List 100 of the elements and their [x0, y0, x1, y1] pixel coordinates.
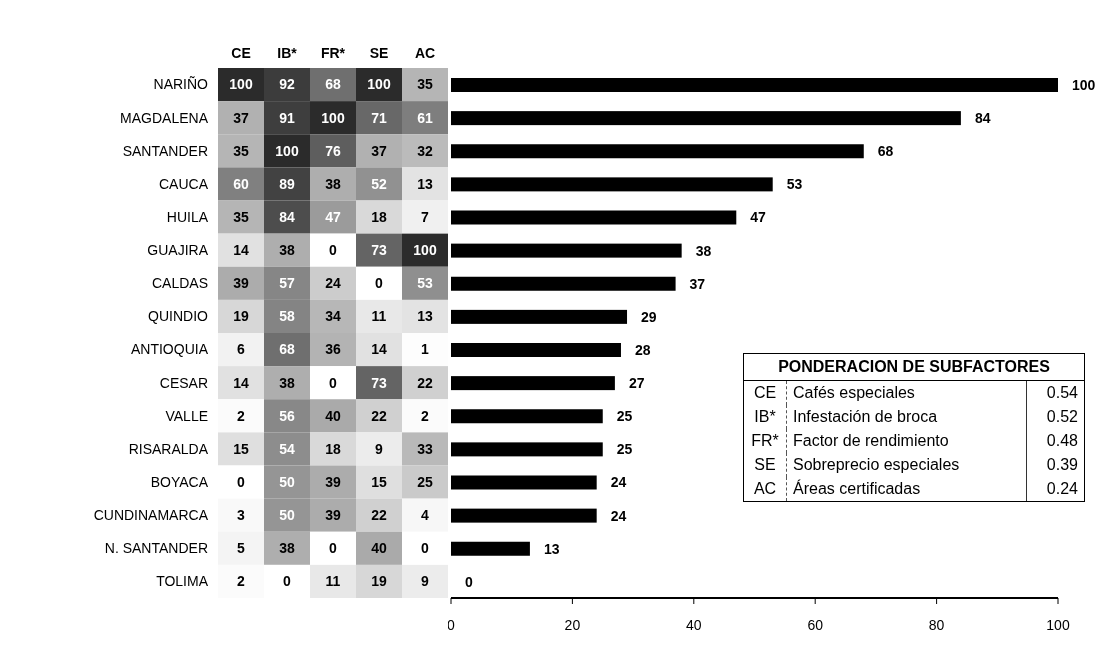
data-label: 38 — [695, 242, 712, 259]
data-label: 24 — [610, 507, 627, 524]
data-label: 39 — [325, 473, 341, 490]
data-label: 2 — [421, 407, 430, 424]
data-label: 0.52 — [1045, 407, 1079, 427]
data-label: 38 — [279, 540, 295, 557]
x-tick-label: 80 — [928, 616, 945, 633]
data-label: 9 — [421, 573, 430, 590]
data-label: 50 — [279, 473, 295, 490]
data-label: 61 — [417, 109, 433, 126]
annotation: Sobreprecio especiales — [786, 453, 1027, 477]
category-label: FR* — [744, 429, 787, 453]
x-tick-label: 100 — [1046, 616, 1070, 633]
category-label: IB* — [744, 405, 787, 429]
x-tick-label: IB* — [277, 44, 298, 61]
data-label: 2 — [237, 407, 246, 424]
data-label: 1 — [421, 341, 430, 358]
annotation: Factor de rendimiento — [786, 429, 1027, 453]
category-label: AC — [744, 477, 787, 501]
data-label: 37 — [371, 142, 387, 159]
data-label: 53 — [417, 275, 433, 292]
data-label: 33 — [417, 440, 433, 457]
y-tick-label: TOLIMA — [156, 573, 209, 590]
data-label: 100 — [275, 142, 299, 159]
data-label: 0 — [283, 573, 292, 590]
data-label: 91 — [279, 109, 295, 126]
data-label: 38 — [325, 175, 341, 192]
text: PONDERACION DE SUBFACTORES — [744, 354, 1084, 381]
x-tick-label: SE — [369, 44, 389, 61]
data-label: 35 — [233, 208, 249, 225]
data-label: 19 — [233, 308, 249, 325]
category-label: CE — [744, 381, 787, 405]
data-label: 13 — [543, 540, 560, 557]
data-label: 25 — [417, 473, 433, 490]
data-label: 19 — [371, 573, 387, 590]
y-tick-label: CAUCA — [158, 175, 209, 192]
data-label: 68 — [279, 341, 295, 358]
data-label: 47 — [325, 208, 341, 225]
data-label: 38 — [279, 242, 295, 259]
data-label: 0.54 — [1045, 383, 1079, 403]
data-label: 0 — [329, 242, 338, 259]
data-label: 0 — [375, 275, 384, 292]
data-label: 71 — [371, 109, 387, 126]
y-tick-label: HUILA — [166, 208, 209, 225]
data-label: 27 — [628, 375, 645, 392]
data-label: 38 — [279, 374, 295, 391]
data-label: 6 — [237, 341, 246, 358]
y-tick-label: RISARALDA — [128, 440, 209, 457]
data-label: 100 — [413, 242, 437, 259]
data-label: 0.39 — [1045, 455, 1079, 475]
data-label: 9 — [375, 440, 384, 457]
x-tick-label: FR* — [320, 44, 346, 61]
data-label: 18 — [371, 208, 387, 225]
data-label: 47 — [750, 209, 767, 226]
data-label: 4 — [421, 507, 430, 524]
data-label: 7 — [421, 208, 430, 225]
y-tick-label: BOYACA — [150, 473, 209, 490]
data-label: 35 — [417, 76, 433, 93]
data-label: 54 — [279, 440, 295, 457]
data-label: 13 — [417, 308, 433, 325]
data-label: 14 — [371, 341, 387, 358]
annotation: Cafés especiales — [786, 381, 1027, 405]
data-label: 0 — [465, 573, 473, 590]
data-label: 3 — [237, 507, 246, 524]
y-tick-label: ANTIOQUIA — [130, 341, 209, 358]
y-tick-label: N. SANTANDER — [104, 540, 208, 557]
data-label: 39 — [233, 275, 249, 292]
data-label: 100 — [229, 76, 253, 93]
y-tick-label: CUNDINAMARCA — [93, 507, 209, 524]
data-label: 0 — [329, 540, 338, 557]
data-label: 11 — [325, 573, 341, 590]
data-label: 89 — [279, 175, 295, 192]
data-label: 68 — [877, 143, 894, 160]
data-label: 68 — [325, 76, 341, 93]
y-tick-label: QUINDIO — [148, 308, 209, 325]
data-label: 25 — [616, 441, 633, 458]
x-tick-label: 60 — [807, 616, 824, 633]
data-label: 2 — [237, 573, 246, 590]
data-label: 14 — [233, 374, 249, 391]
data-label: 14 — [233, 242, 249, 259]
data-label: 37 — [689, 275, 706, 292]
category-label: SE — [744, 453, 787, 477]
y-tick-label: MAGDALENA — [120, 109, 209, 126]
data-label: 57 — [279, 275, 295, 292]
data-label: 0 — [237, 473, 246, 490]
data-label: 100 — [367, 76, 391, 93]
data-label: 100 — [1072, 76, 1096, 93]
data-label: 92 — [279, 76, 295, 93]
data-label: 56 — [279, 407, 295, 424]
data-label: 53 — [786, 176, 803, 193]
data-label: 22 — [371, 407, 387, 424]
data-label: 22 — [371, 507, 387, 524]
data-label: 39 — [325, 507, 341, 524]
y-tick-label: CESAR — [159, 374, 208, 391]
data-label: 22 — [417, 374, 433, 391]
data-label: 24 — [325, 275, 341, 292]
annotation: Áreas certificadas — [786, 477, 1027, 501]
data-label: 29 — [641, 308, 657, 325]
y-tick-label: VALLE — [165, 407, 208, 424]
data-label: 73 — [371, 242, 387, 259]
